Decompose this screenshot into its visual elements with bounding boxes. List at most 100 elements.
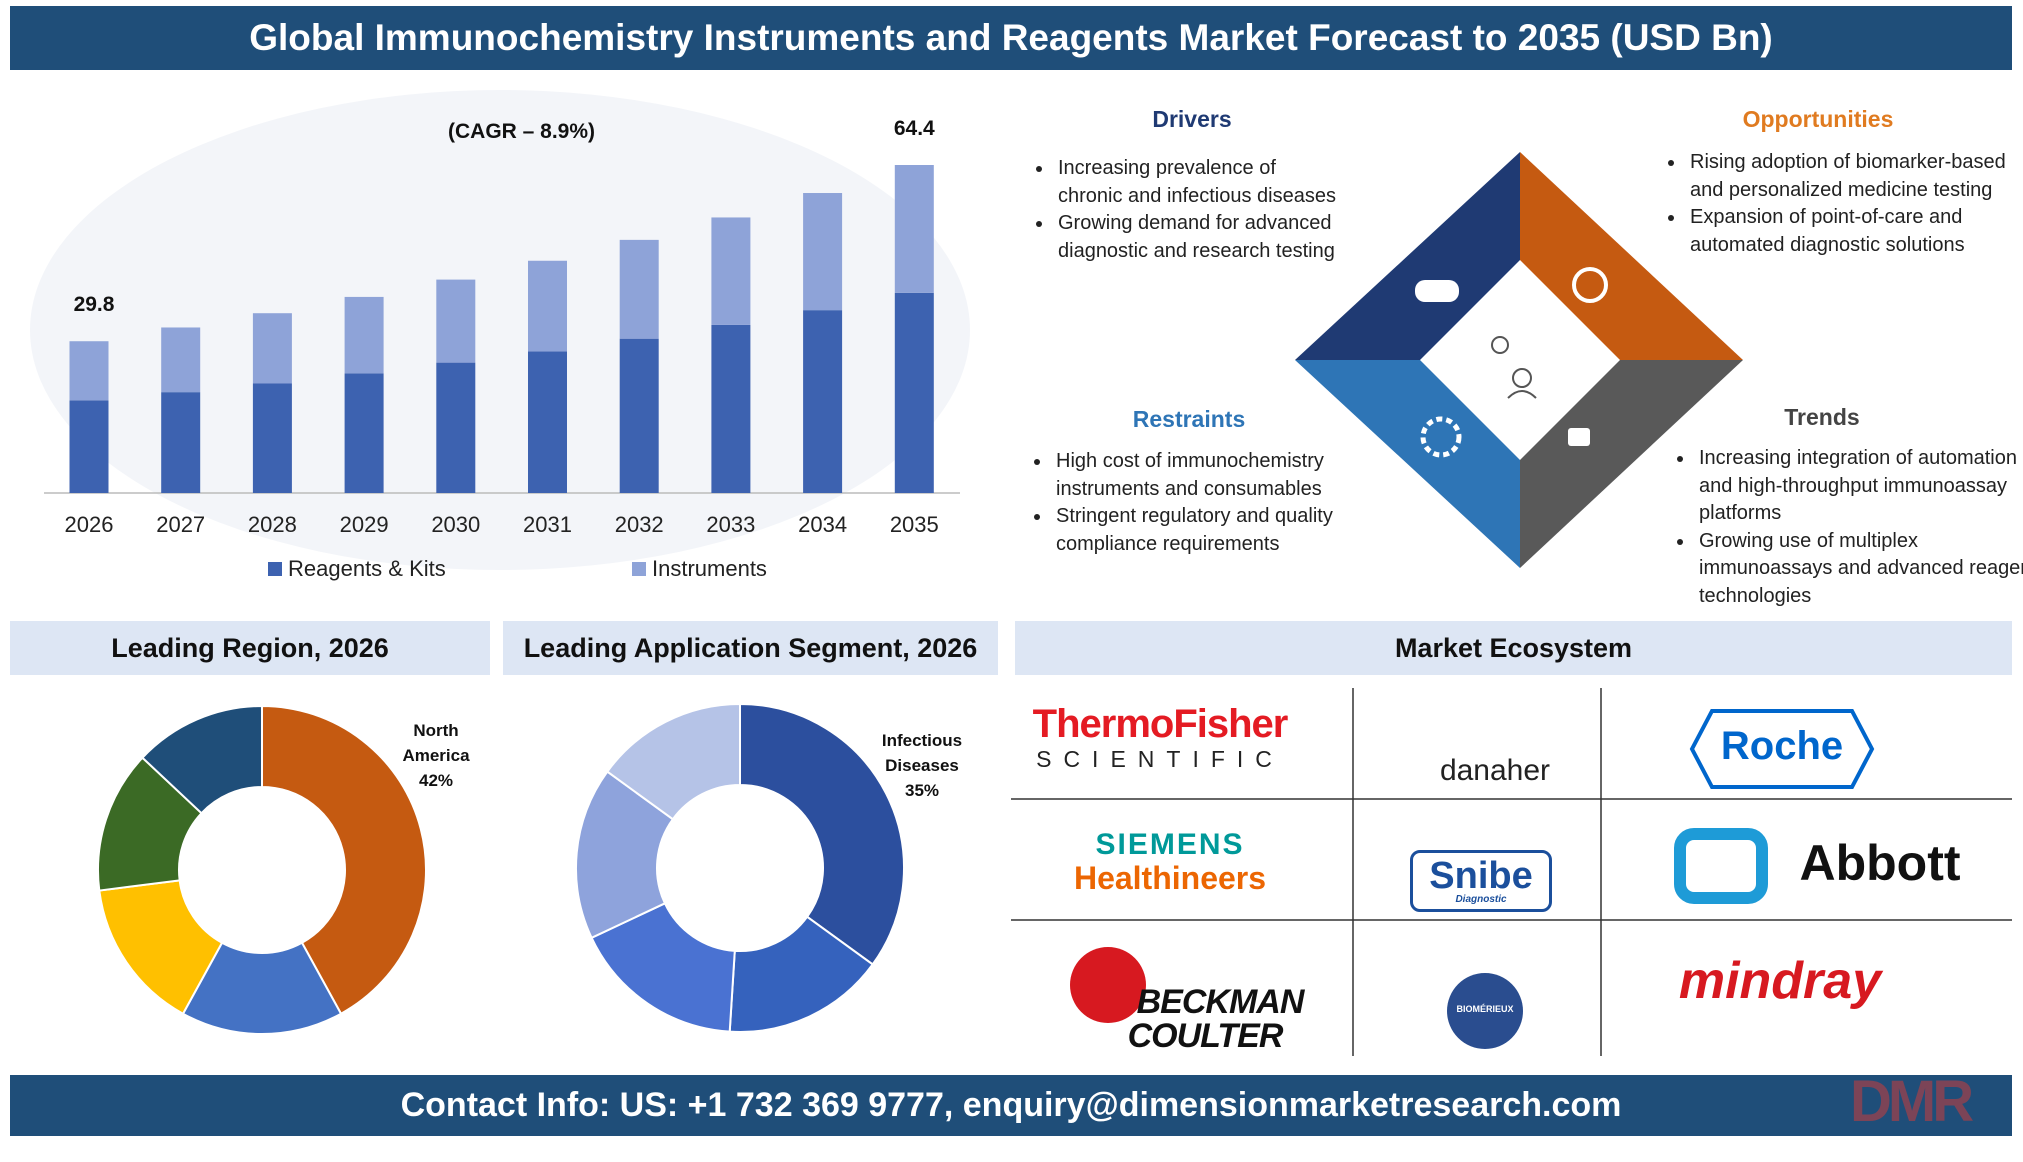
diamond-opportunities xyxy=(1520,152,1743,360)
logo-text: Snibe xyxy=(1429,855,1533,897)
bar-segment xyxy=(252,313,292,384)
x-tick-label: 2029 xyxy=(340,512,389,537)
x-tick-label: 2032 xyxy=(615,512,664,537)
logo-thermofisher: ThermoFisher SCIENTIFIC xyxy=(1020,704,1300,771)
beckman-badge xyxy=(1070,947,1146,1023)
drivers-title: Drivers xyxy=(1152,106,1232,132)
center-icon xyxy=(1512,368,1532,388)
x-tick-label: 2035 xyxy=(890,512,939,537)
roche-mark xyxy=(1689,709,1875,789)
driver-icon xyxy=(1415,280,1459,302)
value-label: 35% xyxy=(904,781,940,800)
trend-item: Increasing integration of automation and… xyxy=(1695,445,2023,528)
bar-segment xyxy=(69,400,109,493)
legend-swatch xyxy=(268,562,282,576)
bar-segment xyxy=(803,310,843,493)
footer-contact: Contact Info: US: +1 732 369 9777, enqui… xyxy=(10,1075,2012,1136)
category-label: Infectious Diseases xyxy=(881,731,963,775)
legend-label: Reagents & Kits xyxy=(288,556,446,581)
trends-title: Trends xyxy=(1784,404,1860,430)
data-label: Infectious Diseases 35% xyxy=(872,728,972,803)
restraints-title: Restraints xyxy=(1132,406,1246,432)
driver-item: Growing demand for advanced diagnostic a… xyxy=(1054,210,1344,265)
biomerieux-badge xyxy=(1447,973,1523,1049)
donut-segment xyxy=(728,915,875,1034)
center-icon xyxy=(1491,336,1509,354)
x-tick-label: 2027 xyxy=(156,512,205,537)
opportunity-item: Rising adoption of biomarker-based and p… xyxy=(1686,149,2023,204)
ecosystem-grid xyxy=(1011,688,2012,1056)
legend-label: Instruments xyxy=(652,556,767,581)
x-tick-label: 2030 xyxy=(431,512,480,537)
diamond-drivers xyxy=(1295,152,1520,360)
bar-segment xyxy=(711,324,751,493)
x-tick-label: 2026 xyxy=(65,512,114,537)
bar-segment xyxy=(803,193,843,311)
opportunities-title: Opportunities xyxy=(1742,106,1894,132)
diamond-trends xyxy=(1520,360,1743,568)
drivers-list: Increasing prevalence of chronic and inf… xyxy=(1026,155,1344,265)
donut-segment xyxy=(590,902,736,1033)
opportunities-list: Rising adoption of biomarker-based and p… xyxy=(1658,149,2023,259)
donut-segment xyxy=(575,770,675,940)
bar-segment xyxy=(252,383,292,493)
x-tick-label: 2028 xyxy=(248,512,297,537)
logo-text: COULTER xyxy=(1127,1017,1284,1055)
bar-segment xyxy=(619,338,659,493)
restraints-list: High cost of immunochemistry instruments… xyxy=(1024,448,1372,558)
bar-segment xyxy=(344,296,384,374)
abbott-mark xyxy=(1674,828,1768,904)
data-label: North America 42% xyxy=(386,718,486,793)
logo-text: BECKMAN xyxy=(1136,983,1305,1021)
donut-segment xyxy=(181,941,343,1035)
opportunity-icon xyxy=(1572,267,1608,303)
donut-segment xyxy=(141,704,263,815)
diamond-restraints xyxy=(1295,360,1520,568)
center-icon xyxy=(1507,390,1537,399)
logo-text: Diagnostic xyxy=(1455,894,1507,905)
logo-snibe: Snibe Diagnostic xyxy=(1410,850,1552,912)
donut-segment xyxy=(739,702,905,966)
value-label: 42% xyxy=(418,771,454,790)
bar-segment xyxy=(436,362,476,493)
bar-segment xyxy=(894,165,934,293)
section-title: Leading Region, 2026 xyxy=(10,621,490,675)
section-title: Market Ecosystem xyxy=(1015,621,2012,675)
trend-icon xyxy=(1568,428,1590,446)
total-label: 64.4 xyxy=(894,117,935,140)
cagr-annotation: (CAGR – 8.9%) xyxy=(448,120,596,143)
logo-abbott: Abbott xyxy=(1799,835,1961,891)
bar-segment xyxy=(161,392,201,493)
restraint-item: High cost of immunochemistry instruments… xyxy=(1052,448,1372,503)
donut-segment xyxy=(605,702,741,821)
logo-beckman: BECKMAN COULTER xyxy=(1120,985,1320,1053)
donut-segment xyxy=(261,704,427,1016)
section-title: Leading Application Segment, 2026 xyxy=(503,621,998,675)
total-label: 29.8 xyxy=(74,293,115,316)
opportunity-item: Expansion of point-of-care and automated… xyxy=(1686,204,2023,259)
diamond-center xyxy=(1420,260,1620,460)
logo-text: Healthineers xyxy=(1073,860,1267,896)
bar-segment xyxy=(344,373,384,493)
restraint-item: Stringent regulatory and quality complia… xyxy=(1052,503,1372,558)
logo-text: SCIENTIFIC xyxy=(1036,746,1284,772)
logo-siemens: SIEMENS Healthineers xyxy=(1030,828,1310,896)
restraint-icon xyxy=(1420,416,1462,458)
bar-segment xyxy=(69,341,109,401)
logo-danaher: danaher xyxy=(1439,754,1551,787)
logo-biomerieux: BIOMÉRIEUX xyxy=(1456,1004,1514,1014)
trends-list: Increasing integration of automation and… xyxy=(1667,445,2023,611)
x-tick-label: 2034 xyxy=(798,512,847,537)
page-title: Global Immunochemistry Instruments and R… xyxy=(10,6,2012,70)
logo-text: SIEMENS xyxy=(1095,828,1245,861)
category-label: North America xyxy=(402,721,470,765)
bar-segment xyxy=(161,327,201,393)
factor-diamond xyxy=(1295,152,1743,568)
legend-swatch xyxy=(632,562,646,576)
bar-segment xyxy=(619,239,659,339)
logo-mindray: mindray xyxy=(1678,952,1882,1010)
driver-item: Increasing prevalence of chronic and inf… xyxy=(1054,155,1344,210)
bar-segment xyxy=(711,217,751,325)
